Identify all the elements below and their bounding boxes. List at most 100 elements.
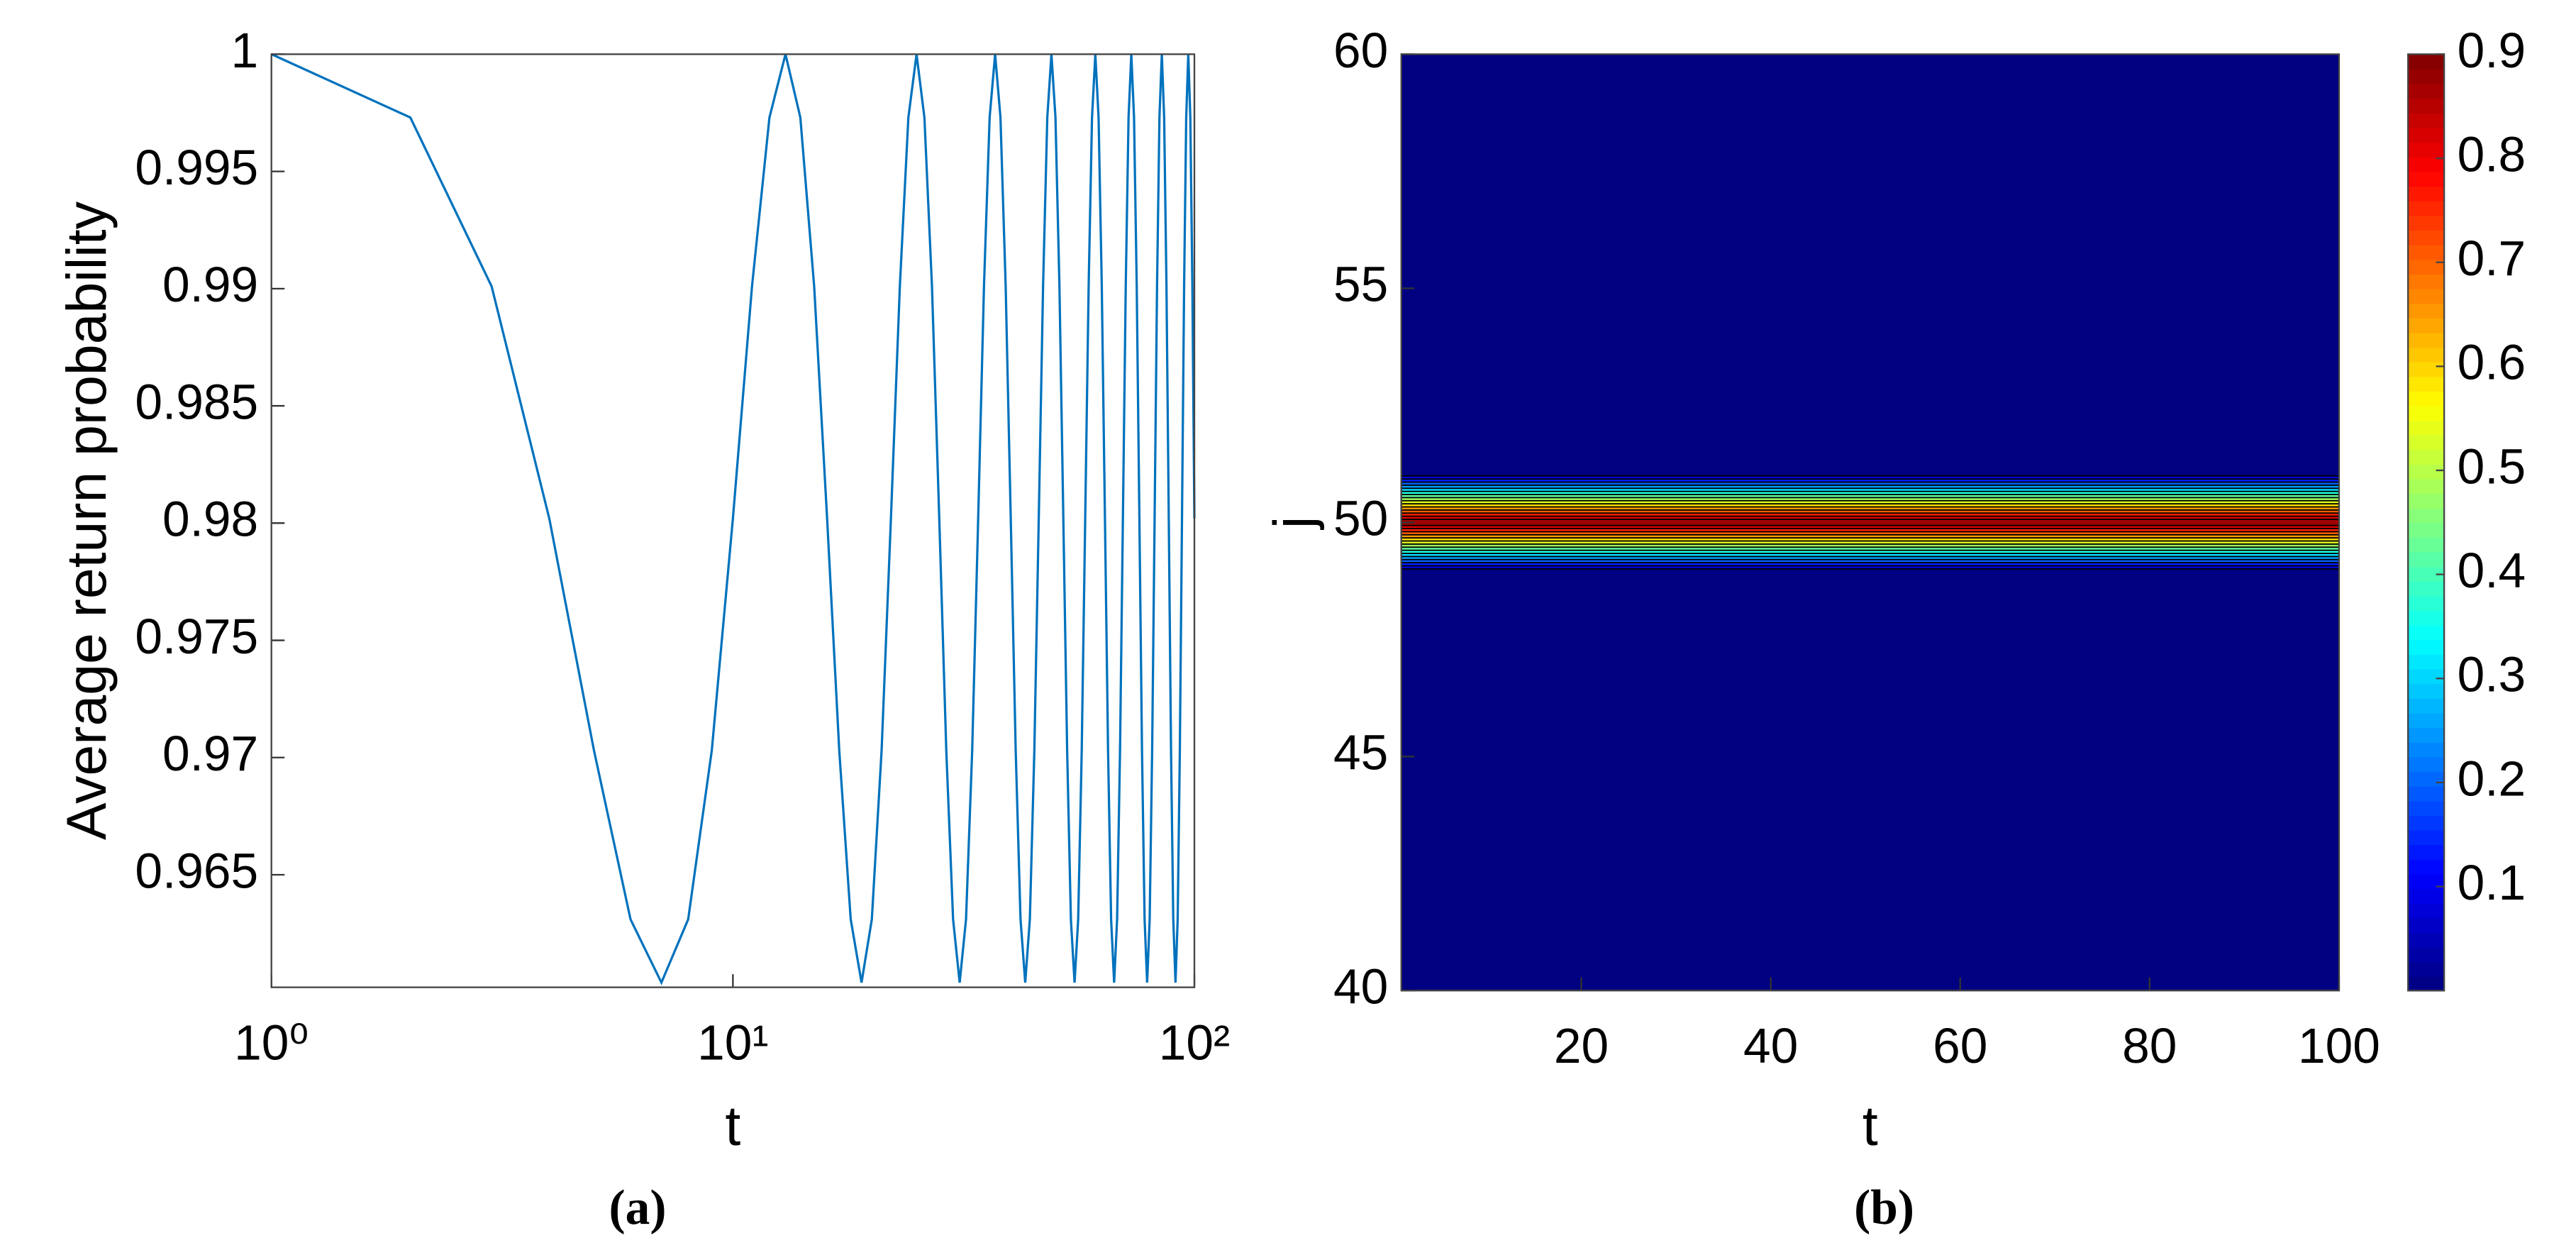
colorbar-cell: [2408, 478, 2445, 494]
colorbar-cell: [2408, 829, 2445, 846]
colorbar-cell: [2408, 361, 2445, 377]
colorbar-cell: [2408, 317, 2445, 333]
y-tick-label: 0.98: [162, 492, 258, 547]
colorbar-cell: [2408, 888, 2445, 904]
colorbar-cell: [2408, 98, 2445, 114]
colorbar-cell: [2408, 712, 2445, 729]
colorbar-cell: [2408, 405, 2445, 421]
colorbar-cell: [2408, 770, 2445, 787]
y-tick-label: 60: [1333, 23, 1388, 78]
colorbar-cell: [2408, 390, 2445, 407]
colorbar-cell: [2408, 917, 2445, 933]
colorbar-cell: [2408, 69, 2445, 84]
axes-frame: [270, 53, 1196, 988]
colorbar-tick-label: 0.5: [2458, 438, 2526, 494]
colorbar-cell: [2408, 756, 2445, 773]
colorbar-cell: [2408, 727, 2445, 743]
x-axis-label: t: [725, 1095, 740, 1157]
colorbar-cell: [2408, 434, 2445, 451]
colorbar-cell: [2408, 463, 2445, 480]
y-tick-label: 0.99: [162, 257, 258, 312]
colorbar-frame: [2407, 53, 2445, 992]
y-tick-label: 0.995: [135, 140, 258, 195]
colorbar-cell: [2408, 653, 2445, 670]
x-tick-label: 100: [2298, 1018, 2380, 1073]
y-tick-label: 50: [1333, 491, 1388, 546]
colorbar-cell: [2408, 932, 2445, 948]
y-axis-label: Average return probability: [55, 201, 118, 840]
colorbar-cell: [2408, 229, 2445, 245]
x-tick-label: 10²: [1159, 1015, 1230, 1070]
colorbar-cell: [2408, 566, 2445, 582]
axes: 20 40 60 80 100 40 45 50 55 60 t j (b): [1262, 23, 2380, 1235]
colorbar-cell: [2408, 507, 2445, 524]
colorbar-cell: [2408, 551, 2445, 568]
y-tick-label: 1: [231, 23, 259, 78]
colorbar-tick-label: 0.9: [2458, 23, 2526, 78]
y-tick-label: 55: [1333, 257, 1388, 312]
x-tick-label: 10⁰: [234, 1015, 309, 1070]
colorbar-tick-label: 0.6: [2458, 335, 2526, 390]
colorbar-cell: [2408, 493, 2445, 509]
colorbar-cell: [2408, 186, 2445, 201]
data-line: [271, 52, 1196, 985]
x-tick-label: 60: [1933, 1018, 1987, 1073]
colorbar-cell: [2408, 419, 2445, 436]
y-axis-label: j: [1262, 516, 1325, 531]
colorbar-cell: [2408, 800, 2445, 816]
colorbar-cell: [2408, 639, 2445, 656]
colorbar-cell: [2408, 580, 2445, 597]
colorbar-cell: [2408, 610, 2445, 626]
y-tick-label: 0.965: [135, 843, 258, 898]
colorbar-cell: [2408, 814, 2445, 831]
colorbar-cell: [2408, 259, 2445, 275]
contour-band: [1400, 519, 2340, 526]
caption: (b): [1854, 1181, 1914, 1235]
x-tick-label: 80: [2122, 1018, 2177, 1073]
caption: (a): [609, 1181, 667, 1235]
colorbar-cell: [2408, 332, 2445, 348]
colorbar-cell: [2408, 844, 2445, 860]
colorbar-tick-label: 0.7: [2458, 231, 2526, 286]
colorbar-cell: [2408, 946, 2445, 963]
colorbar-cell: [2408, 741, 2445, 758]
colorbar-cell: [2408, 858, 2445, 875]
x-tick-label: 40: [1743, 1018, 1798, 1073]
colorbar-cell: [2408, 171, 2445, 187]
x-tick-label: 10¹: [697, 1015, 768, 1070]
axes: 10⁰ 10¹ 10² 0.965 0.97 0.975 0.98 0.985 0.99 0.99…: [55, 23, 1230, 1235]
colorbar-tick-label: 0.3: [2458, 647, 2526, 702]
colorbar-cell: [2408, 83, 2445, 99]
colorbar-cell: [2408, 873, 2445, 890]
y-tick-label: 40: [1333, 959, 1388, 1015]
colorbar-tick-label: 0.1: [2458, 855, 2526, 910]
colorbar-cell: [2408, 697, 2445, 714]
colorbar-cell: [2408, 668, 2445, 685]
colorbar-cell: [2408, 522, 2445, 538]
colorbar-cell: [2408, 244, 2445, 260]
colorbar-cell: [2408, 112, 2445, 128]
colorbar-cell: [2408, 127, 2445, 143]
colorbar-tick-label: 0.8: [2458, 126, 2526, 182]
x-axis-label: t: [1862, 1095, 1878, 1157]
colorbar-cell: [2408, 156, 2445, 172]
colorbar-tick-label: 0.4: [2458, 543, 2526, 598]
colorbar-cell: [2408, 449, 2445, 465]
colorbar-cell: [2408, 961, 2445, 977]
y-tick-label: 45: [1333, 725, 1388, 780]
colorbar-cell: [2408, 624, 2445, 641]
colorbar-cell: [2408, 976, 2445, 992]
colorbar-cell: [2408, 215, 2445, 231]
colorbar-cell: [2408, 785, 2445, 802]
colorbar-cell: [2408, 346, 2445, 363]
colorbar-cell: [2408, 142, 2445, 158]
colorbar-cell: [2408, 302, 2445, 319]
colorbar-cell: [2408, 273, 2445, 289]
colorbar-cell: [2408, 536, 2445, 553]
colorbar-cell: [2408, 54, 2445, 70]
colorbar-cell: [2408, 200, 2445, 216]
colorbar-cell: [2408, 595, 2445, 612]
y-tick-label: 0.975: [135, 609, 258, 664]
colorbar-tick-label: 0.2: [2458, 751, 2526, 806]
